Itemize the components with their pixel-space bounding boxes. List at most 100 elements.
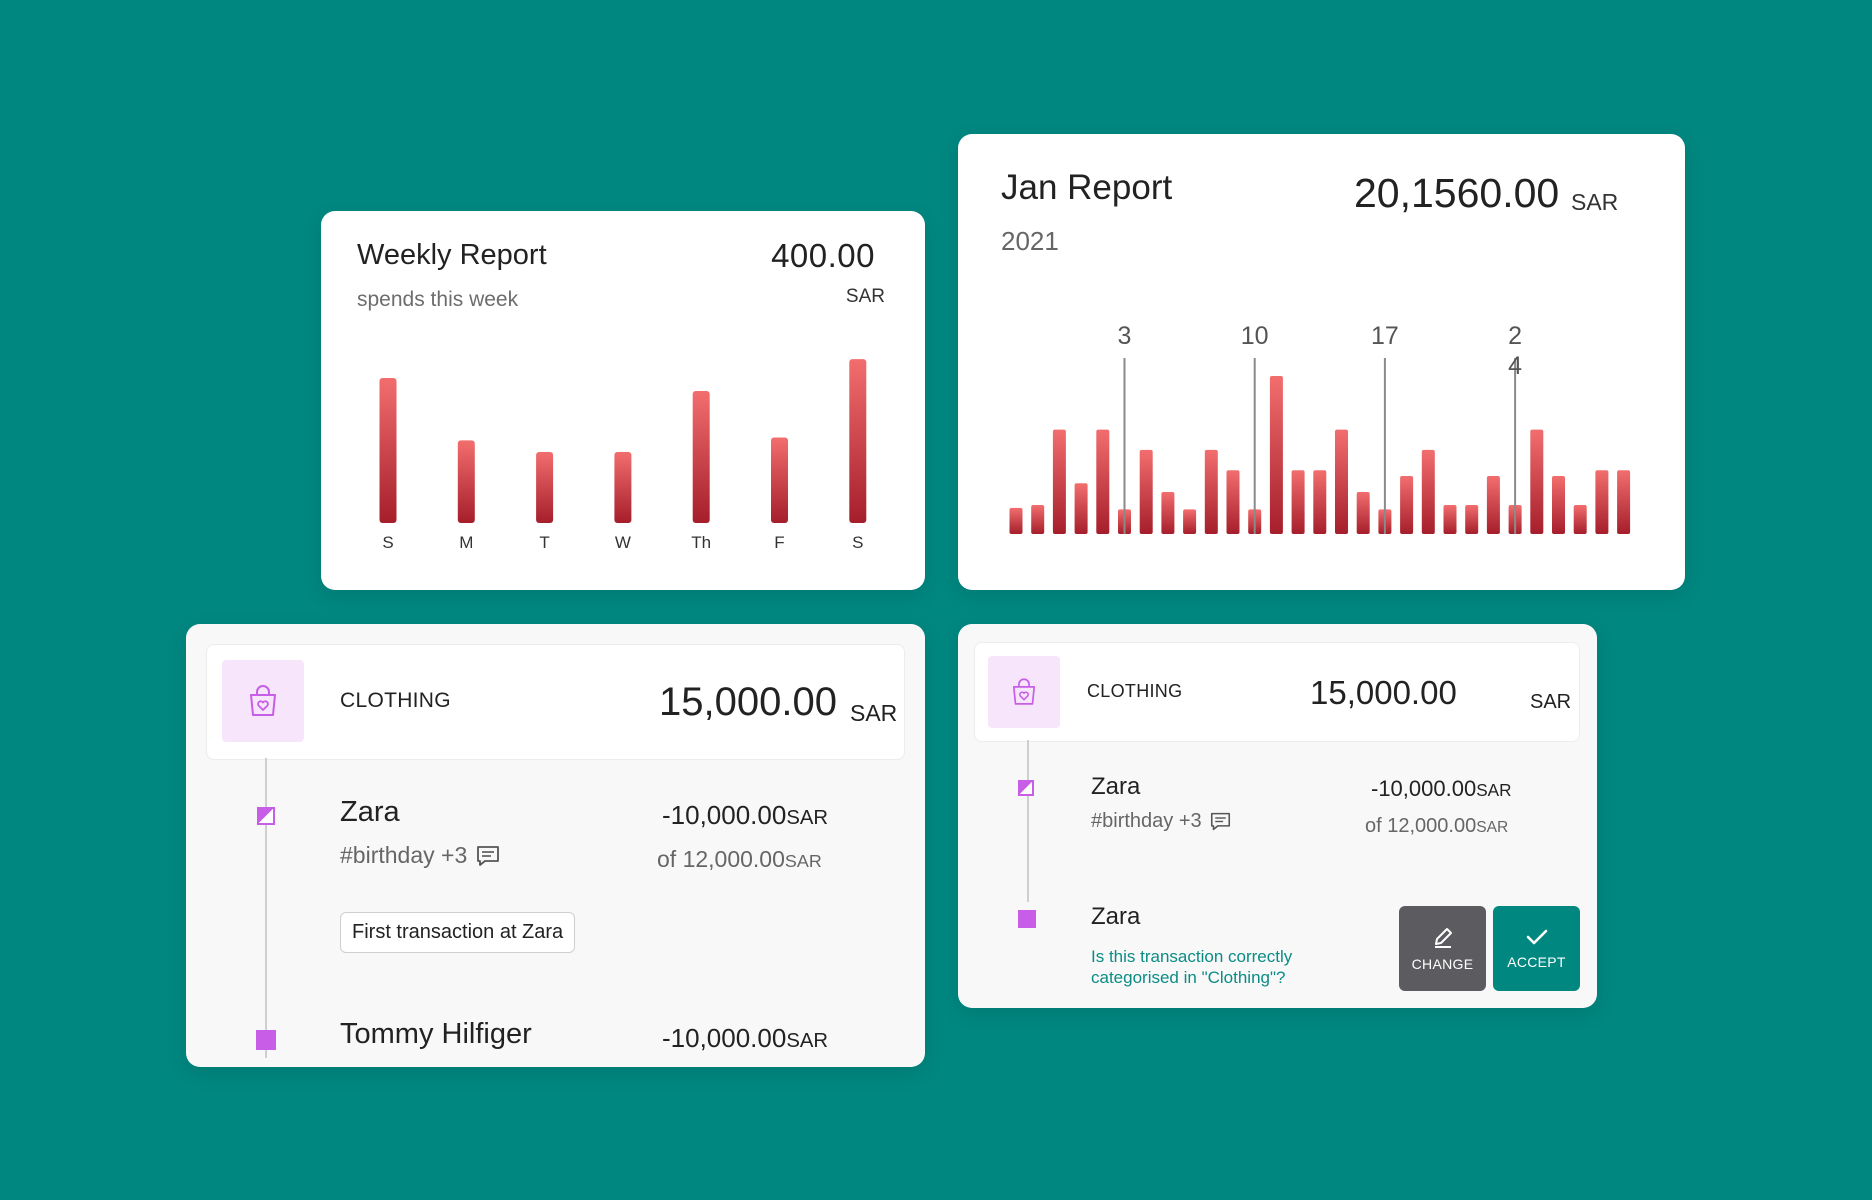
transaction-budget: of 12,000.00SAR bbox=[657, 846, 822, 873]
transaction-merchant[interactable]: Zara bbox=[1091, 773, 1141, 800]
transaction-tags-text: #birthday +3 bbox=[1091, 810, 1202, 832]
bar-10 bbox=[1226, 470, 1240, 534]
bar-13 bbox=[1291, 470, 1305, 534]
shopping-bag-heart-icon bbox=[1012, 678, 1036, 705]
partial-status-marker bbox=[1018, 780, 1034, 796]
transaction-amount-currency: SAR bbox=[1476, 780, 1512, 800]
bar-27 bbox=[1595, 470, 1609, 534]
marker-label-line-3-0: 2 bbox=[1508, 322, 1522, 350]
category-currency: SAR bbox=[850, 700, 898, 726]
category-card-clothing-review[interactable]: CLOTHING 15,000.00 SAR Zara #birthday +3… bbox=[958, 624, 1597, 1008]
shopping-bag-heart-icon bbox=[250, 685, 276, 716]
marker-label-line-2-0: 17 bbox=[1371, 322, 1399, 350]
monthly-report-title: Jan Report bbox=[1001, 168, 1173, 207]
comment-icon[interactable] bbox=[475, 844, 501, 868]
transaction-amount-value: -10,000.00 bbox=[662, 800, 787, 830]
transaction-amount: -10,000.00SAR bbox=[1371, 776, 1511, 802]
transaction-note-chip[interactable]: First transaction at Zara bbox=[340, 912, 576, 953]
marker-label-0: 3 bbox=[1118, 322, 1132, 350]
transaction-tags-text: #birthday +3 bbox=[340, 842, 468, 868]
category-header[interactable]: CLOTHING 15,000.00 SAR bbox=[206, 644, 905, 760]
monthly-report-year: 2021 bbox=[1001, 226, 1059, 256]
category-amount: 15,000.00 bbox=[1310, 674, 1457, 711]
partial-status-marker bbox=[257, 807, 275, 825]
transaction-merchant[interactable]: Tommy Hilfiger bbox=[340, 1018, 532, 1050]
bar-3 bbox=[1074, 483, 1088, 534]
tick-label-0: S bbox=[382, 533, 393, 552]
bar-12 bbox=[1269, 375, 1283, 534]
weekly-report-card[interactable]: Weekly Report spends this week 400.00 SA… bbox=[321, 211, 925, 590]
transaction-merchant[interactable]: Zara bbox=[1091, 903, 1141, 930]
category-label: CLOTHING bbox=[340, 689, 451, 712]
bar-4 bbox=[1096, 429, 1110, 534]
pencil-icon bbox=[1434, 928, 1452, 948]
bar-6 bbox=[1139, 449, 1153, 534]
tick-label-5: F bbox=[774, 533, 784, 552]
change-button[interactable]: CHANGE bbox=[1399, 906, 1486, 991]
timeline-line bbox=[1027, 740, 1029, 902]
category-header[interactable]: CLOTHING 15,000.00 SAR bbox=[974, 642, 1580, 742]
checkmark-icon bbox=[1526, 929, 1547, 945]
monthly-bar-chart: 3 10 17 2 4 bbox=[1009, 322, 1631, 534]
tick-label-2: T bbox=[539, 533, 549, 552]
marker-label-line-1-0: 10 bbox=[1241, 322, 1269, 350]
bar-8 bbox=[1183, 509, 1197, 534]
bar-2 bbox=[1052, 429, 1066, 534]
transaction-budget-value: of 12,000.00 bbox=[657, 846, 785, 872]
weekly-report-currency: SAR bbox=[845, 286, 885, 307]
bar-16 bbox=[1356, 491, 1370, 534]
transaction-budget-currency: SAR bbox=[1476, 819, 1509, 836]
weekly-bar-chart: S M T W Th F S bbox=[379, 359, 867, 552]
transaction-amount-currency: SAR bbox=[786, 807, 828, 829]
bar-24 bbox=[1530, 429, 1544, 534]
category-label: CLOTHING bbox=[1087, 681, 1183, 701]
transaction-amount-currency: SAR bbox=[786, 1030, 828, 1052]
bar-3 bbox=[614, 451, 632, 523]
bar-21 bbox=[1465, 505, 1479, 534]
transaction-tags[interactable]: #birthday +3 bbox=[340, 842, 501, 869]
tick-label-1: M bbox=[459, 533, 473, 552]
transaction-amount-value: -10,000.00 bbox=[662, 1023, 787, 1053]
bar-26 bbox=[1573, 505, 1587, 534]
bar-6 bbox=[849, 359, 867, 523]
transaction-budget-currency: SAR bbox=[784, 851, 822, 871]
monthly-report-amount: 20,1560.00 bbox=[1354, 170, 1560, 216]
category-amount: 15,000.00 bbox=[659, 680, 837, 724]
marker-label-1: 10 bbox=[1241, 322, 1269, 350]
weekly-report-amount: 400.00 bbox=[771, 237, 875, 274]
bar-2 bbox=[536, 451, 554, 523]
bar-0 bbox=[379, 378, 397, 523]
transaction-amount: -10,000.00SAR bbox=[662, 1023, 828, 1054]
category-icon-box bbox=[222, 660, 304, 742]
transaction-tags[interactable]: #birthday +3 bbox=[1091, 810, 1232, 833]
tick-label-3: W bbox=[615, 533, 631, 552]
categorisation-question: Is this transaction correctly categorise… bbox=[1091, 947, 1293, 987]
category-currency: SAR bbox=[1530, 691, 1572, 713]
transaction-amount: -10,000.00SAR bbox=[662, 800, 828, 831]
accept-button[interactable]: ACCEPT bbox=[1493, 906, 1580, 991]
bar-4 bbox=[692, 391, 710, 523]
bar-1 bbox=[1031, 505, 1045, 534]
transaction-merchant[interactable]: Zara bbox=[340, 796, 400, 828]
transaction-budget-value: of 12,000.00 bbox=[1365, 815, 1477, 837]
bar-18 bbox=[1400, 476, 1414, 534]
accept-button-label: ACCEPT bbox=[1507, 954, 1566, 970]
category-card-clothing[interactable]: CLOTHING 15,000.00 SAR Zara #birthday +3… bbox=[186, 624, 925, 1067]
bar-7 bbox=[1161, 491, 1175, 534]
marker-label-2: 17 bbox=[1371, 322, 1399, 350]
monthly-report-card[interactable]: Jan Report 2021 20,1560.00 SAR 3 10 17 2 4 bbox=[958, 134, 1685, 590]
complete-status-marker bbox=[256, 1030, 276, 1050]
category-icon-box bbox=[988, 656, 1060, 728]
complete-status-marker bbox=[1018, 910, 1036, 928]
tick-label-4: Th bbox=[691, 533, 711, 552]
bar-20 bbox=[1443, 505, 1457, 534]
tick-label-6: S bbox=[852, 533, 863, 552]
bar-5 bbox=[771, 437, 788, 523]
marker-label-line-3-1: 4 bbox=[1508, 352, 1522, 380]
weekly-report-subtitle: spends this week bbox=[357, 288, 519, 311]
comment-icon[interactable] bbox=[1209, 811, 1232, 832]
bar-9 bbox=[1204, 449, 1218, 534]
bar-14 bbox=[1313, 470, 1327, 534]
change-button-label: CHANGE bbox=[1411, 956, 1474, 972]
